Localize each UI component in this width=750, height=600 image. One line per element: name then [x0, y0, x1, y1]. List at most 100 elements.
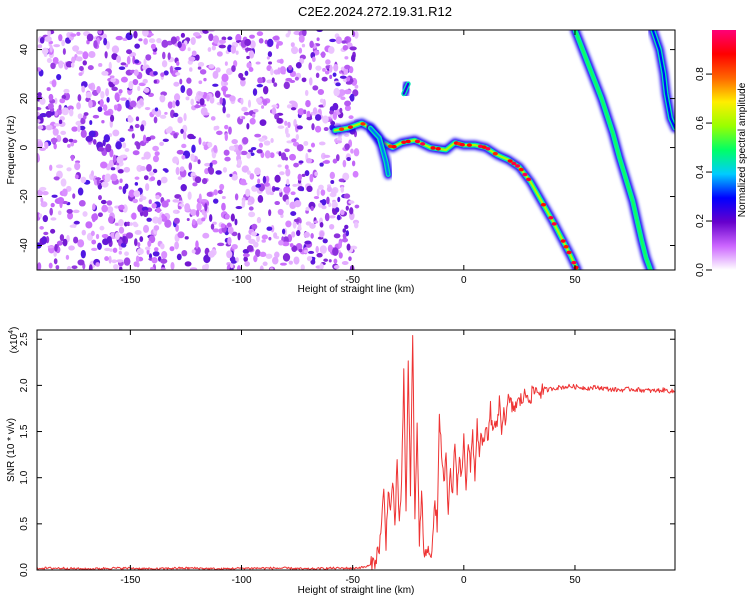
- noise-speckle: [101, 234, 109, 239]
- noise-speckle: [116, 103, 122, 112]
- noise-speckle: [177, 41, 182, 49]
- noise-speckle: [134, 123, 140, 129]
- trace-peak: [492, 151, 498, 156]
- noise-speckle: [310, 232, 314, 239]
- noise-speckle: [132, 221, 138, 226]
- noise-speckle: [76, 31, 81, 37]
- noise-speckle: [50, 137, 58, 144]
- noise-speckle: [78, 200, 86, 207]
- noise-speckle: [253, 241, 259, 248]
- noise-speckle: [273, 187, 281, 191]
- noise-speckle: [139, 98, 144, 106]
- noise-speckle: [155, 194, 160, 200]
- noise-speckle: [349, 207, 354, 215]
- figure-title: C2E2.2024.272.19.31.R12: [298, 4, 452, 19]
- noise-speckle: [308, 62, 312, 71]
- noise-speckle: [345, 80, 353, 85]
- noise-speckle: [240, 97, 244, 105]
- noise-speckle: [37, 107, 42, 111]
- noise-speckle: [145, 54, 152, 61]
- noise-speckle: [271, 107, 277, 115]
- noise-speckle: [322, 160, 330, 164]
- noise-speckle: [300, 186, 305, 192]
- noise-speckle: [175, 72, 181, 76]
- noise-speckle: [82, 60, 87, 66]
- noise-speckle: [284, 164, 289, 170]
- noise-speckle: [175, 99, 180, 107]
- noise-speckle: [248, 67, 254, 72]
- noise-speckle: [37, 262, 42, 270]
- noise-speckle: [269, 152, 275, 159]
- noise-speckle: [76, 102, 81, 110]
- noise-speckle: [290, 107, 297, 111]
- noise-speckle: [75, 56, 83, 62]
- noise-speckle: [344, 143, 350, 150]
- spectrogram-y-tick-label: 40: [19, 44, 30, 56]
- noise-speckle: [179, 166, 185, 172]
- colorbar-tick-label: 0.0: [695, 263, 706, 277]
- noise-speckle: [139, 165, 147, 171]
- colorbar-tick-label: 0.2: [695, 214, 706, 228]
- noise-speckle: [102, 104, 108, 112]
- trace-peak: [573, 265, 579, 270]
- noise-speckle: [109, 248, 114, 252]
- noise-speckle: [153, 247, 159, 252]
- noise-speckle: [209, 96, 215, 104]
- noise-speckle: [68, 138, 74, 143]
- noise-speckle: [311, 123, 315, 131]
- noise-speckle: [181, 143, 187, 149]
- noise-speckle: [165, 127, 173, 134]
- noise-speckle: [212, 221, 217, 225]
- noise-speckle: [258, 142, 264, 148]
- noise-speckle: [207, 166, 212, 172]
- noise-speckle: [271, 104, 278, 108]
- noise-speckle: [341, 260, 349, 266]
- noise-speckle: [256, 216, 262, 224]
- noise-speckle: [116, 166, 120, 170]
- noise-speckle: [264, 182, 270, 187]
- noise-speckle: [151, 256, 158, 264]
- noise-speckle: [44, 36, 52, 42]
- noise-speckle: [137, 85, 141, 92]
- noise-speckle: [140, 124, 145, 132]
- noise-speckle: [40, 197, 44, 203]
- snr-y-tick-label: 1.0: [19, 470, 30, 484]
- noise-speckle: [254, 167, 261, 176]
- noise-speckle: [73, 220, 80, 225]
- noise-speckle: [246, 170, 251, 175]
- colorbar-tick-label: 0.4: [695, 165, 706, 179]
- noise-speckle: [135, 255, 140, 263]
- noise-speckle: [184, 203, 191, 212]
- noise-speckle: [246, 152, 252, 159]
- noise-speckle: [60, 178, 67, 187]
- noise-speckle: [261, 239, 266, 243]
- noise-speckle: [97, 212, 103, 218]
- noise-speckle: [325, 65, 330, 69]
- noise-speckle: [120, 62, 127, 66]
- noise-speckle: [250, 146, 257, 151]
- noise-speckle: [286, 104, 292, 109]
- noise-speckle: [285, 168, 291, 177]
- noise-speckle: [91, 213, 99, 221]
- noise-speckle: [319, 222, 324, 228]
- noise-speckle: [242, 253, 250, 258]
- noise-speckle: [266, 226, 273, 231]
- noise-speckle: [39, 36, 45, 44]
- noise-speckle: [321, 205, 327, 210]
- noise-speckle: [190, 153, 195, 162]
- noise-speckle: [262, 85, 269, 95]
- trace-peak: [518, 167, 524, 172]
- noise-speckle: [349, 93, 355, 102]
- noise-speckle: [167, 101, 173, 109]
- trace-peak: [514, 164, 521, 168]
- noise-speckle: [39, 226, 44, 230]
- noise-speckle: [284, 127, 289, 135]
- noise-speckle: [181, 154, 186, 160]
- noise-speckle: [280, 262, 287, 266]
- noise-speckle: [292, 141, 300, 147]
- noise-speckle: [109, 75, 115, 79]
- noise-speckle: [343, 193, 351, 199]
- noise-speckle: [314, 171, 319, 177]
- spectrogram-x-axis-label: Height of straight line (km): [298, 284, 415, 295]
- noise-speckle: [70, 141, 75, 147]
